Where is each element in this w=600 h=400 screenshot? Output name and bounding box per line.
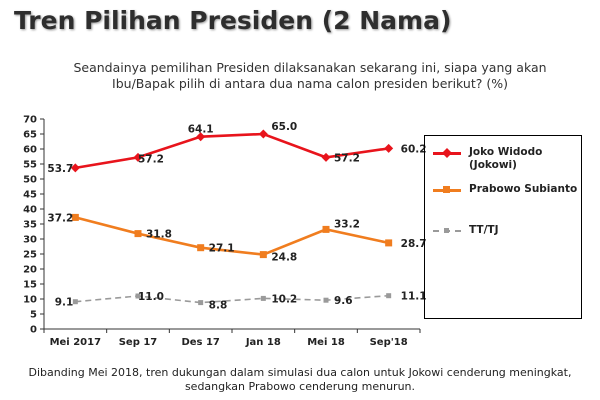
data-label: 60.2 [401, 143, 427, 155]
data-label: 37.2 [47, 212, 73, 224]
data-point-marker [322, 225, 330, 233]
data-point-marker [135, 293, 141, 299]
data-label: 11.1 [401, 291, 427, 303]
data-label: 57.2 [334, 152, 360, 164]
series-line-2 [75, 294, 389, 304]
y-tick-label: 65 [23, 130, 37, 141]
subtitle-line-2: Ibu/Bapak pilih di antara dua nama calon… [112, 76, 508, 91]
data-label: 10.2 [271, 293, 297, 305]
legend: Joko Widodo (Jokowi) Prabowo Subianto TT… [424, 135, 582, 319]
data-label: 24.8 [271, 252, 297, 264]
data-point-marker [134, 230, 142, 238]
data-point-marker [385, 239, 393, 247]
chart-title: Tren Pilihan Presiden (2 Nama) [14, 6, 452, 35]
data-point-marker [321, 152, 331, 162]
data-label: 64.1 [188, 124, 214, 136]
data-point-marker [198, 300, 204, 306]
y-tick-label: 50 [23, 175, 37, 186]
data-label: 57.2 [138, 153, 164, 165]
data-label: 31.8 [146, 229, 172, 241]
x-tick-label: Des 17 [181, 337, 219, 348]
data-point-marker [258, 129, 268, 139]
x-tick-label: Mei 2017 [50, 337, 102, 348]
data-point-marker [323, 297, 329, 303]
legend-marker-prabowo [443, 186, 450, 193]
legend-marker-jokowi [442, 148, 452, 158]
data-label: 33.2 [334, 218, 360, 230]
data-point-marker [197, 244, 205, 252]
y-tick-label: 0 [30, 325, 37, 336]
data-point-marker [386, 293, 392, 299]
x-tick-label: Sep 17 [119, 337, 158, 348]
x-tick-label: Jan 18 [245, 337, 281, 348]
y-tick-label: 55 [23, 160, 37, 171]
series-line-0 [75, 132, 389, 170]
y-tick-label: 45 [23, 190, 37, 201]
data-point-marker [71, 213, 79, 221]
y-tick-label: 25 [23, 250, 37, 261]
data-point-marker [133, 152, 143, 162]
data-label: 53.7 [47, 163, 73, 175]
data-point-marker [72, 299, 78, 305]
y-tick-label: 40 [23, 205, 37, 216]
x-tick-label: Mei 18 [307, 337, 345, 348]
y-tick-label: 15 [23, 280, 37, 291]
data-point-marker [260, 295, 266, 301]
data-point-marker [70, 163, 80, 173]
data-label: 9.6 [334, 295, 353, 307]
data-label: 28.7 [401, 238, 427, 250]
footnote: Dibanding Mei 2018, tren dukungan dalam … [28, 366, 572, 393]
y-tick-label: 70 [23, 115, 37, 126]
data-point-marker [259, 251, 267, 259]
data-label: 8.8 [209, 300, 228, 312]
x-tick-label: Sep'18 [370, 337, 408, 348]
y-tick-label: 35 [23, 220, 37, 231]
data-label: 9.1 [55, 297, 74, 309]
y-tick-label: 5 [30, 310, 37, 321]
data-label: 65.0 [271, 121, 297, 133]
data-point-marker [196, 132, 206, 142]
series-line-1 [75, 216, 389, 256]
legend-label-prabowo: Prabowo Subianto [469, 183, 578, 195]
chart-subtitle: Seandainya pemilihan Presiden dilaksanak… [40, 60, 580, 92]
data-label: 11.0 [138, 291, 164, 303]
y-tick-label: 10 [23, 295, 37, 306]
legend-label-tttj: TT/TJ [469, 224, 499, 236]
y-tick-label: 20 [23, 265, 37, 276]
y-tick-label: 60 [23, 145, 37, 156]
data-point-marker [384, 143, 394, 153]
data-label: 27.1 [209, 243, 235, 255]
subtitle-line-1: Seandainya pemilihan Presiden dilaksanak… [73, 60, 547, 75]
legend-label-jokowi: Joko Widodo (Jokowi) [469, 146, 543, 171]
legend-marker-tttj [444, 228, 449, 233]
y-tick-label: 30 [23, 235, 37, 246]
